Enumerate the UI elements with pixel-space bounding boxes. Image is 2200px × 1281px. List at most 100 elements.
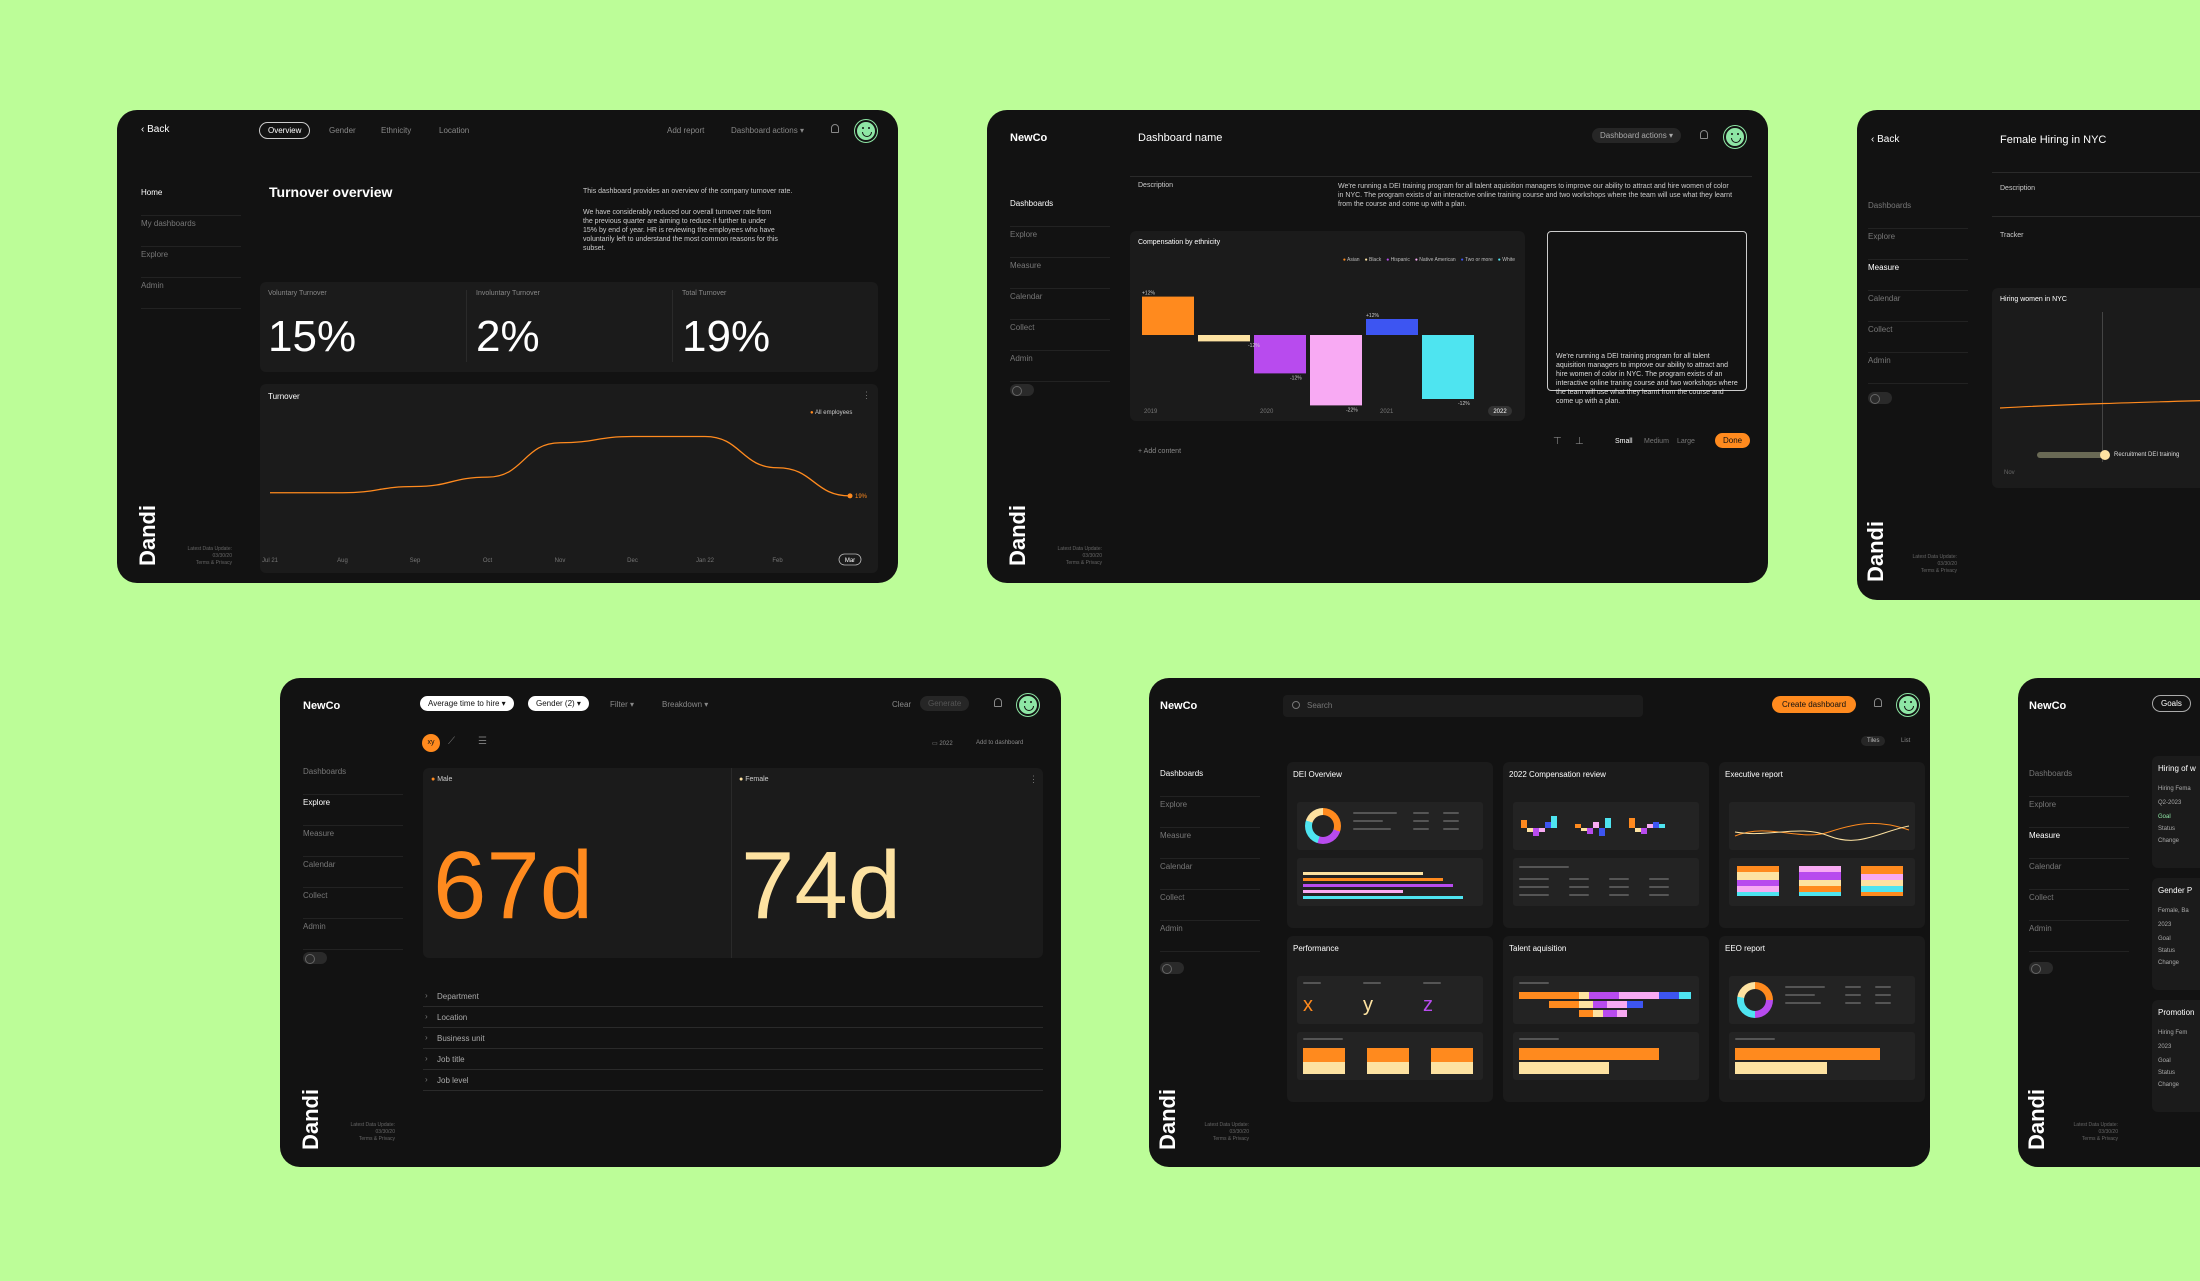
sidebar-item-calendar[interactable]: Calendar bbox=[1010, 289, 1110, 320]
text-block-editor[interactable]: We're running a DEI training program for… bbox=[1547, 231, 1747, 405]
tab-ethnicity[interactable]: Ethnicity bbox=[381, 126, 412, 135]
dashboard-tile[interactable]: Executive report bbox=[1719, 762, 1925, 928]
sidebar-item-dashboards[interactable]: Dashboards bbox=[2029, 766, 2129, 797]
number-view-button[interactable]: xy bbox=[422, 734, 440, 752]
goal-card[interactable]: Hiring of w Hiring Fema Q2-2023 Goal Sta… bbox=[2152, 756, 2200, 868]
tab-overview[interactable]: Overview bbox=[259, 122, 311, 139]
dashboard-tile[interactable]: Talent aquisition bbox=[1503, 936, 1709, 1102]
bell-icon[interactable] bbox=[1700, 130, 1708, 139]
filter-button[interactable]: Filter ▾ bbox=[610, 700, 635, 709]
line-chart-view-icon[interactable]: ⟋ bbox=[448, 736, 455, 747]
sidebar-item-calendar[interactable]: Calendar bbox=[2029, 859, 2129, 890]
sidebar-item-collect[interactable]: Collect bbox=[303, 888, 403, 919]
breakdown-item[interactable]: Business unit bbox=[423, 1028, 1043, 1049]
avatar[interactable] bbox=[1017, 694, 1039, 716]
sidebar-item-collect[interactable]: Collect bbox=[1010, 320, 1110, 351]
bell-icon[interactable] bbox=[831, 124, 839, 133]
tab-location[interactable]: Location bbox=[439, 126, 470, 135]
size-small[interactable]: Small bbox=[1615, 438, 1633, 445]
size-medium[interactable]: Medium bbox=[1644, 438, 1669, 445]
breakdown-item[interactable]: Location bbox=[423, 1007, 1043, 1028]
sidebar-item-admin[interactable]: Admin bbox=[141, 278, 241, 309]
sidebar-item-measure[interactable]: Measure bbox=[1010, 258, 1110, 289]
create-dashboard-button[interactable]: Create dashboard bbox=[1772, 696, 1857, 713]
sidebar-item-dashboards[interactable]: Dashboards bbox=[1160, 766, 1260, 797]
dashboard-tile[interactable]: Performance x y z bbox=[1287, 936, 1493, 1102]
sidebar-item-calendar[interactable]: Calendar bbox=[1160, 859, 1260, 890]
sidebar-item-calendar[interactable]: Calendar bbox=[1868, 291, 1968, 322]
tab-gender[interactable]: Gender bbox=[329, 126, 356, 135]
align-bottom-icon[interactable]: ⊥ bbox=[1575, 436, 1584, 447]
breakdown-item[interactable]: Job level bbox=[423, 1070, 1043, 1091]
sidebar-item-collect[interactable]: Collect bbox=[2029, 890, 2129, 921]
sidebar-item-measure[interactable]: Measure bbox=[1868, 260, 1968, 291]
sidebar-item-dashboards[interactable]: Dashboards bbox=[1010, 196, 1110, 227]
list-view-toggle[interactable]: List bbox=[1901, 738, 1911, 744]
metric-select[interactable]: Average time to hire ▾ bbox=[420, 696, 514, 711]
sidebar-item-measure[interactable]: Measure bbox=[2029, 828, 2129, 859]
dashboard-tile[interactable]: 2022 Compensation review bbox=[1503, 762, 1709, 928]
breakdown-item[interactable]: Department bbox=[423, 986, 1043, 1007]
goal-card[interactable]: Promotion Hiring Fem 2023 Goal Status Ch… bbox=[2152, 1000, 2200, 1112]
back-button[interactable]: ‹ Back bbox=[141, 124, 170, 135]
sidebar-item-admin[interactable]: Admin bbox=[303, 919, 403, 950]
sidebar-item-admin[interactable]: Admin bbox=[2029, 921, 2129, 952]
sidebar-item-explore[interactable]: Explore bbox=[1160, 797, 1260, 828]
year-select[interactable]: ▭ 2022 bbox=[932, 741, 953, 747]
theme-toggle[interactable] bbox=[303, 952, 327, 964]
sidebar-item-admin[interactable]: Admin bbox=[1010, 351, 1110, 382]
stat-label: Total Turnover bbox=[682, 290, 727, 297]
tiles-view-toggle[interactable]: Tiles bbox=[1861, 736, 1886, 746]
sidebar-item-dashboards[interactable]: Dashboards bbox=[1868, 198, 1968, 229]
clear-button[interactable]: Clear bbox=[892, 700, 912, 709]
progress-handle[interactable] bbox=[2100, 450, 2110, 460]
sidebar-item-collect[interactable]: Collect bbox=[1160, 890, 1260, 921]
sidebar-item-collect[interactable]: Collect bbox=[1868, 322, 1968, 353]
bell-icon[interactable] bbox=[994, 698, 1002, 707]
back-button[interactable]: ‹ Back bbox=[1871, 134, 1900, 145]
more-icon[interactable]: ⋮ bbox=[1029, 774, 1038, 784]
dashboard-actions-button[interactable]: Dashboard actions ▾ bbox=[1592, 128, 1681, 143]
theme-toggle[interactable] bbox=[2029, 962, 2053, 974]
breakdown-item[interactable]: Job title bbox=[423, 1049, 1043, 1070]
theme-toggle[interactable] bbox=[1010, 384, 1034, 396]
dashboard-title[interactable]: Dashboard name bbox=[1138, 132, 1223, 144]
sidebar-item-measure[interactable]: Measure bbox=[1160, 828, 1260, 859]
sidebar-item-measure[interactable]: Measure bbox=[303, 826, 403, 857]
goals-button[interactable]: Goals bbox=[2152, 695, 2191, 712]
sidebar-item-explore[interactable]: Explore bbox=[141, 247, 241, 278]
sidebar-item-calendar[interactable]: Calendar bbox=[303, 857, 403, 888]
list-view-icon[interactable]: ☰ bbox=[478, 736, 487, 747]
sidebar-item-explore[interactable]: Explore bbox=[2029, 797, 2129, 828]
add-content-button[interactable]: + Add content bbox=[1138, 448, 1182, 455]
dashboard-tile[interactable]: DEI Overview bbox=[1287, 762, 1493, 928]
more-icon[interactable]: ⋮ bbox=[862, 390, 871, 400]
avatar[interactable] bbox=[1897, 694, 1919, 716]
sidebar-item-dashboards[interactable]: Dashboards bbox=[303, 764, 403, 795]
sidebar-item-my-dashboards[interactable]: My dashboards bbox=[141, 216, 241, 247]
theme-toggle[interactable] bbox=[1160, 962, 1184, 974]
done-button[interactable]: Done bbox=[1715, 433, 1751, 448]
dashboard-actions-button[interactable]: Dashboard actions ▾ bbox=[731, 126, 804, 135]
breakdown-button[interactable]: Breakdown ▾ bbox=[662, 700, 709, 709]
avatar[interactable] bbox=[855, 120, 877, 142]
generate-button[interactable]: Generate bbox=[920, 696, 970, 711]
sidebar-item-explore[interactable]: Explore bbox=[1868, 229, 1968, 260]
sidebar-item-home[interactable]: Home bbox=[141, 185, 241, 216]
sidebar-item-admin[interactable]: Admin bbox=[1160, 921, 1260, 952]
add-to-dashboard-button[interactable]: Add to dashboard bbox=[976, 740, 1024, 746]
goal-card[interactable]: Gender P Female, Ba 2023 Goal Status Cha… bbox=[2152, 878, 2200, 990]
avatar[interactable] bbox=[1724, 126, 1746, 148]
size-large[interactable]: Large bbox=[1677, 438, 1695, 445]
sidebar-item-explore[interactable]: Explore bbox=[303, 795, 403, 826]
search-input[interactable]: Search bbox=[1283, 695, 1643, 717]
sidebar-item-admin[interactable]: Admin bbox=[1868, 353, 1968, 384]
align-top-icon[interactable]: ⊤ bbox=[1553, 436, 1562, 447]
description-text[interactable]: We're running a DEI training program for… bbox=[1338, 183, 1733, 209]
theme-toggle[interactable] bbox=[1868, 392, 1892, 404]
add-report-button[interactable]: Add report bbox=[667, 126, 705, 135]
gender-select[interactable]: Gender (2) ▾ bbox=[528, 696, 589, 711]
dashboard-tile[interactable]: EEO report bbox=[1719, 936, 1925, 1102]
bell-icon[interactable] bbox=[1874, 698, 1882, 707]
sidebar-item-explore[interactable]: Explore bbox=[1010, 227, 1110, 258]
